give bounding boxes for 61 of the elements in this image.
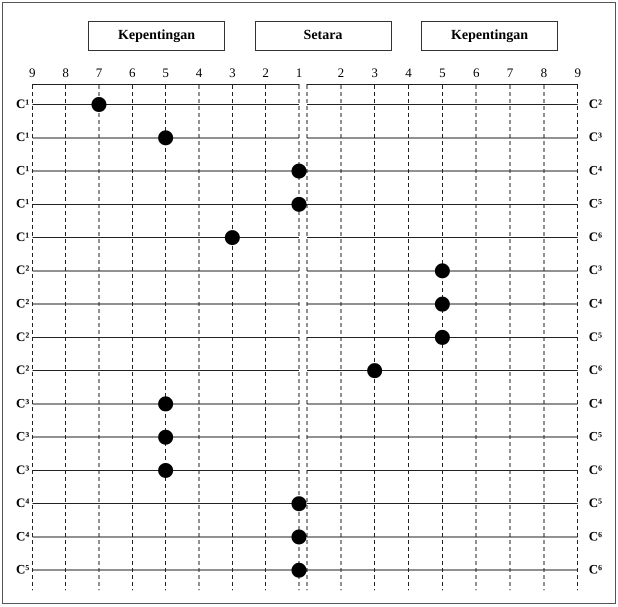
y-tick-label: C² [16, 362, 30, 378]
y-tick-label: C¹ [16, 196, 30, 211]
point [158, 430, 174, 445]
point [292, 496, 306, 512]
y2-tick-label: C⁵ [588, 196, 602, 211]
y2-tick-label: C⁵ [588, 428, 602, 444]
point [292, 562, 306, 578]
y-tick-label: C¹ [16, 162, 30, 178]
x-tick-label: 1 [296, 65, 302, 80]
y2-tick-label: C⁵ [588, 328, 602, 344]
x-tick-label: 6 [472, 65, 480, 80]
x-tick-label: 9 [29, 65, 36, 80]
text: Kepentingan [421, 21, 558, 51]
y2-tick-label: C⁶ [588, 228, 602, 244]
y2-tick-label: C² [588, 96, 602, 111]
y-tick-label: C⁵ [16, 562, 30, 577]
text: Kepentingan [88, 21, 225, 51]
point [292, 196, 306, 212]
x-tick-label: 3 [229, 65, 236, 80]
y2-tick-label: C⁴ [588, 162, 602, 178]
y-tick-label: C³ [16, 462, 30, 477]
point [224, 230, 240, 246]
y-tick-label: C² [16, 328, 30, 344]
y2-tick-label: C⁵ [588, 495, 602, 510]
point [91, 97, 106, 112]
y2-tick-label: C⁶ [588, 362, 602, 378]
x-tick-label: 4 [196, 65, 203, 80]
point [158, 396, 174, 412]
point [158, 462, 174, 478]
y-tick-label: C² [16, 295, 30, 310]
y2-tick-label: C⁶ [588, 562, 602, 577]
x-tick-label: 3 [371, 65, 378, 80]
x-tick-label: 6 [129, 65, 136, 80]
x-tick-label: 8 [62, 65, 69, 80]
y-tick-label: C² [16, 262, 30, 278]
x-tick-label: 7 [506, 65, 514, 80]
y2-tick-label: C³ [588, 129, 602, 144]
x-tick-label: 8 [540, 65, 548, 80]
y-tick-label: C¹ [16, 129, 30, 144]
x-tick-label: 5 [162, 65, 169, 80]
y-tick-label: C³ [16, 395, 30, 410]
y-tick-label: C¹ [16, 96, 30, 111]
x-tick-label: 9 [574, 65, 581, 80]
y-tick-label: C⁴ [16, 528, 30, 544]
x-tick-label: 2 [338, 65, 344, 80]
y2-tick-label: C⁴ [588, 395, 602, 410]
y2-tick-label: C⁴ [588, 295, 602, 310]
y-tick-label: C⁴ [16, 495, 30, 510]
point [292, 529, 306, 544]
y2-tick-label: C⁶ [588, 462, 602, 477]
y-tick-label: C³ [16, 428, 30, 444]
y-tick-label: C¹ [16, 228, 30, 244]
x-tick-label: 5 [439, 65, 446, 80]
point [158, 130, 174, 146]
y2-tick-label: C⁶ [588, 528, 602, 544]
x-tick-label: 4 [405, 65, 412, 80]
text: Setara [254, 21, 392, 51]
y2-tick-label: C³ [588, 262, 602, 278]
x-tick-label: 7 [96, 65, 103, 80]
point [292, 164, 306, 179]
x-tick-label: 2 [262, 65, 269, 80]
